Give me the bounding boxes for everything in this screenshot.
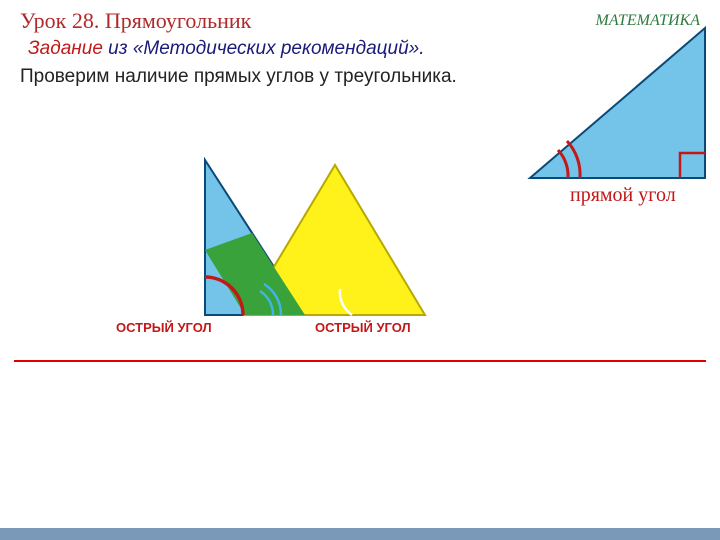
- right-angle-label: прямой угол: [570, 184, 676, 207]
- check-line: Проверим наличие прямых углов у треуголь…: [20, 66, 457, 88]
- divider-line: [14, 360, 706, 362]
- task-rest: из «Методических рекомендаций».: [103, 38, 425, 59]
- composite-triangles: [185, 140, 485, 320]
- right-angle-text: прямой угол: [570, 184, 676, 206]
- acute-text-2: ОСТРЫЙ УГОЛ: [315, 320, 411, 335]
- lesson-title-text: Урок 28. Прямоугольник: [20, 8, 251, 33]
- footer-band: [0, 528, 720, 540]
- task-word: Задание: [28, 38, 103, 59]
- acute-label-2: ОСТРЫЙ УГОЛ: [315, 320, 411, 335]
- acute-label-1: ОСТРЫЙ УГОЛ: [116, 320, 212, 335]
- check-text: Проверим наличие прямых углов у треуголь…: [20, 66, 457, 87]
- task-line: Задание из «Методических рекомендаций».: [28, 38, 424, 60]
- lesson-title: Урок 28. Прямоугольник: [20, 8, 251, 34]
- subject-text: МАТЕМАТИКА: [595, 12, 700, 29]
- big-right-triangle: [530, 28, 705, 178]
- acute-text-1: ОСТРЫЙ УГОЛ: [116, 320, 212, 335]
- slide: Урок 28. Прямоугольник МАТЕМАТИКА Задани…: [0, 0, 720, 540]
